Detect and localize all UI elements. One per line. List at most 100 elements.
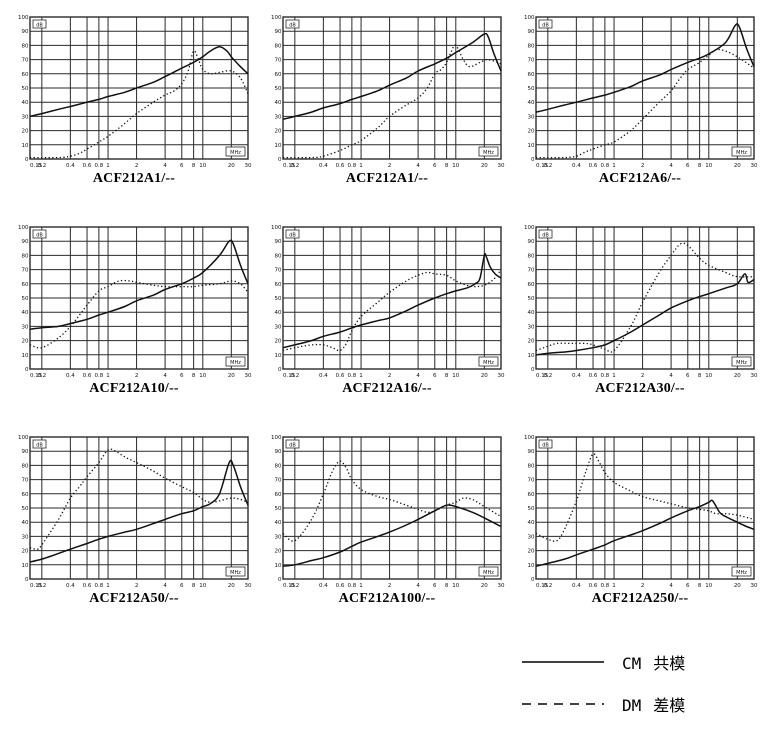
legend-label-dm: DM 差模 — [622, 692, 685, 716]
attenuation-plot: 0 10 20 30 40 50 60 70 80 90 100 0.150.2 0.4 0.6 0.8 1 2… — [524, 15, 758, 169]
svg-text:0.2: 0.2 — [37, 583, 46, 589]
svg-text:80: 80 — [528, 253, 535, 259]
svg-text:8: 8 — [698, 163, 702, 169]
svg-text:100: 100 — [271, 225, 282, 231]
svg-text:6: 6 — [180, 583, 184, 589]
svg-text:50: 50 — [275, 86, 282, 92]
svg-text:80: 80 — [528, 463, 535, 469]
svg-text:0: 0 — [25, 367, 29, 373]
svg-text:30: 30 — [751, 163, 758, 169]
chart-cell-acf212a30: 0 10 20 30 40 50 60 70 80 90 100 0.15 0.2 0.4 0.6 0.8 1 2… — [522, 222, 758, 402]
svg-text:100: 100 — [18, 435, 29, 441]
svg-text:8: 8 — [192, 583, 196, 589]
svg-text:90: 90 — [275, 449, 282, 455]
svg-text:90: 90 — [22, 239, 29, 245]
svg-text:70: 70 — [275, 478, 282, 484]
svg-text:60: 60 — [528, 72, 535, 78]
legend: CM 共模 DM 差模 — [520, 650, 720, 716]
attenuation-plot: 0 10 20 30 40 50 60 70 80 90 100 0.150.2 0.4 0.6 0.8 1 2… — [524, 435, 758, 589]
svg-text:20: 20 — [528, 129, 535, 135]
svg-text:30: 30 — [528, 324, 535, 330]
svg-text:100: 100 — [524, 225, 535, 231]
chart-title: ACF212A10/-- — [89, 381, 179, 396]
svg-text:70: 70 — [275, 58, 282, 64]
svg-text:0: 0 — [25, 157, 29, 163]
svg-text:2: 2 — [641, 583, 645, 589]
svg-text:8: 8 — [698, 583, 702, 589]
svg-text:60: 60 — [275, 492, 282, 498]
svg-text:0.2: 0.2 — [543, 373, 552, 379]
svg-text:MHz: MHz — [736, 360, 747, 366]
svg-text:50: 50 — [22, 506, 29, 512]
svg-text:MHz: MHz — [230, 150, 241, 156]
svg-text:1: 1 — [612, 163, 616, 169]
svg-text:0.15: 0.15 — [536, 163, 549, 169]
svg-text:MHz: MHz — [736, 570, 747, 576]
svg-text:0.6: 0.6 — [83, 583, 92, 589]
svg-text:0.15: 0.15 — [283, 583, 296, 589]
chart-title: ACF212A1/-- — [345, 171, 429, 186]
svg-text:0.15: 0.15 — [30, 373, 43, 379]
attenuation-plot: 0 10 20 30 40 50 60 70 80 90 100 0.150.2 0.4 0.6 0.8 1 2… — [18, 15, 252, 169]
chart-title: ACF212A100/-- — [338, 591, 436, 606]
svg-text:dB: dB — [289, 232, 296, 238]
svg-text:40: 40 — [275, 100, 282, 106]
svg-text:0: 0 — [25, 577, 29, 583]
svg-text:0.8: 0.8 — [348, 373, 357, 379]
svg-text:20: 20 — [481, 373, 488, 379]
svg-text:50: 50 — [528, 296, 535, 302]
svg-text:0.2: 0.2 — [543, 583, 552, 589]
svg-text:40: 40 — [528, 310, 535, 316]
svg-text:0.8: 0.8 — [601, 583, 610, 589]
svg-text:dB: dB — [36, 442, 43, 448]
chart-title: ACF212A30/-- — [595, 381, 685, 396]
svg-text:10: 10 — [528, 143, 535, 149]
svg-text:0.8: 0.8 — [601, 373, 610, 379]
chart-title: ACF212A6/-- — [598, 171, 682, 186]
svg-text:60: 60 — [528, 492, 535, 498]
svg-text:20: 20 — [275, 339, 282, 345]
svg-text:70: 70 — [275, 268, 282, 274]
svg-text:40: 40 — [528, 520, 535, 526]
svg-text:30: 30 — [275, 534, 282, 540]
svg-text:0.6: 0.6 — [589, 583, 598, 589]
svg-text:70: 70 — [528, 268, 535, 274]
svg-text:0: 0 — [278, 157, 282, 163]
legend-label-cm: CM 共模 — [622, 650, 685, 674]
svg-text:10: 10 — [199, 583, 206, 589]
svg-text:20: 20 — [481, 163, 488, 169]
svg-text:0.8: 0.8 — [95, 373, 104, 379]
svg-text:0.4: 0.4 — [572, 373, 581, 379]
svg-text:20: 20 — [275, 549, 282, 555]
chart-cell-acf212a100: 0 10 20 30 40 50 60 70 80 90 100 0.15 0.2 0.4 0.6 0.8 1 2… — [269, 432, 505, 612]
svg-text:1: 1 — [359, 583, 363, 589]
svg-text:0.6: 0.6 — [336, 583, 345, 589]
svg-text:20: 20 — [22, 129, 29, 135]
svg-text:10: 10 — [199, 373, 206, 379]
svg-text:20: 20 — [228, 583, 235, 589]
svg-text:0.8: 0.8 — [601, 163, 610, 169]
svg-text:90: 90 — [22, 29, 29, 35]
svg-text:6: 6 — [686, 163, 690, 169]
chart-cell-acf212a16: 0 10 20 30 40 50 60 70 80 90 100 0.15 0.2 0.4 0.6 0.8 1 2… — [269, 222, 505, 402]
legend-symbol-dm: DM — [622, 696, 642, 715]
svg-text:70: 70 — [22, 478, 29, 484]
svg-text:2: 2 — [641, 373, 645, 379]
svg-text:1: 1 — [106, 373, 110, 379]
svg-text:10: 10 — [22, 353, 29, 359]
svg-text:0.4: 0.4 — [319, 163, 328, 169]
svg-text:4: 4 — [669, 583, 673, 589]
svg-text:0.2: 0.2 — [290, 163, 299, 169]
svg-text:0: 0 — [531, 157, 535, 163]
svg-text:30: 30 — [275, 324, 282, 330]
svg-text:30: 30 — [498, 583, 505, 589]
svg-text:10: 10 — [275, 353, 282, 359]
svg-text:0.4: 0.4 — [66, 373, 75, 379]
svg-text:2: 2 — [135, 373, 139, 379]
svg-text:0.6: 0.6 — [336, 163, 345, 169]
svg-text:60: 60 — [528, 282, 535, 288]
attenuation-plot: 0 10 20 30 40 50 60 70 80 90 100 0.150.2 0.4 0.6 0.8 1 2… — [271, 15, 505, 169]
svg-text:0.4: 0.4 — [319, 583, 328, 589]
svg-text:6: 6 — [433, 373, 437, 379]
svg-text:0.2: 0.2 — [543, 163, 552, 169]
